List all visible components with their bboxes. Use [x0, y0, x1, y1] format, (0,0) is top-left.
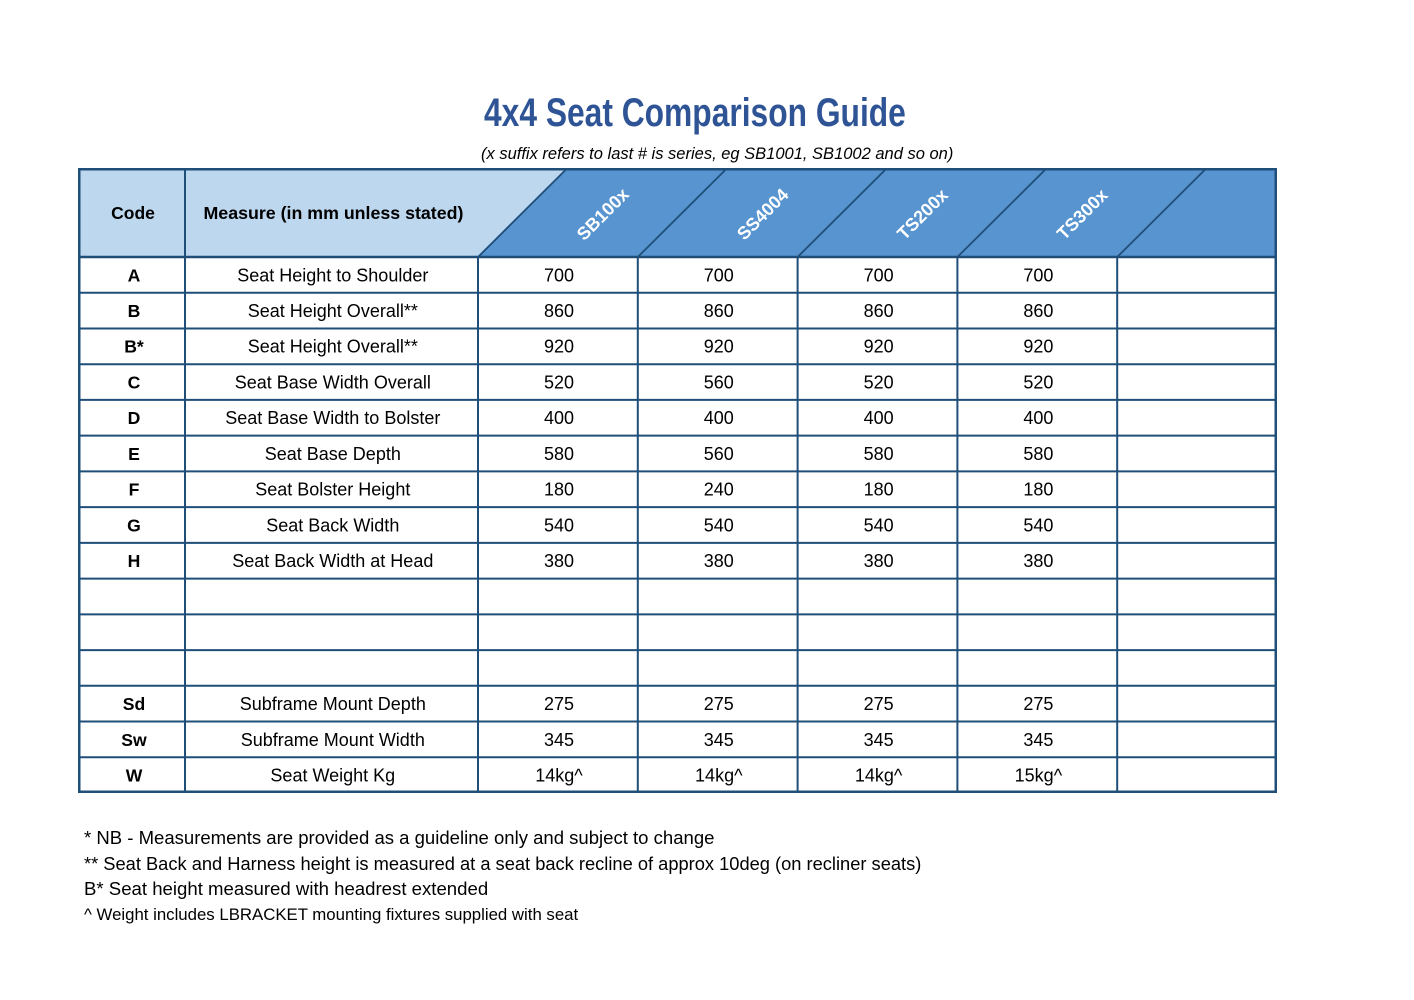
svg-text:275: 275 — [544, 694, 574, 714]
svg-text:Measure (in mm unless stated): Measure (in mm unless stated) — [204, 203, 464, 223]
svg-text:Seat Height Overall**: Seat Height Overall** — [248, 337, 418, 357]
svg-text:520: 520 — [544, 373, 574, 393]
svg-text:180: 180 — [544, 480, 574, 500]
svg-text:345: 345 — [1023, 730, 1053, 750]
svg-text:Seat Weight Kg: Seat Weight Kg — [270, 766, 395, 786]
svg-text:Seat Bolster Height: Seat Bolster Height — [255, 480, 410, 500]
svg-text:540: 540 — [1023, 515, 1053, 535]
svg-text:345: 345 — [704, 730, 734, 750]
svg-text:G: G — [127, 515, 141, 535]
svg-text:Sw: Sw — [121, 730, 147, 750]
svg-text:E: E — [128, 444, 140, 464]
svg-text:540: 540 — [544, 515, 574, 535]
svg-text:275: 275 — [1023, 694, 1053, 714]
svg-text:920: 920 — [864, 337, 894, 357]
svg-text:580: 580 — [1023, 444, 1053, 464]
svg-text:Seat Base Width Overall: Seat Base Width Overall — [235, 373, 431, 393]
svg-text:345: 345 — [864, 730, 894, 750]
svg-text:380: 380 — [704, 551, 734, 571]
svg-text:H: H — [128, 551, 141, 571]
svg-text:275: 275 — [864, 694, 894, 714]
svg-text:380: 380 — [544, 551, 574, 571]
svg-text:920: 920 — [1023, 337, 1053, 357]
svg-text:F: F — [129, 480, 140, 500]
svg-text:W: W — [126, 766, 143, 786]
svg-text:400: 400 — [864, 408, 894, 428]
svg-text:400: 400 — [544, 408, 574, 428]
svg-text:700: 700 — [1023, 265, 1053, 285]
svg-text:Seat Back Width at Head: Seat Back Width at Head — [232, 551, 433, 571]
svg-text:520: 520 — [864, 373, 894, 393]
svg-text:380: 380 — [864, 551, 894, 571]
svg-text:860: 860 — [864, 301, 894, 321]
svg-text:860: 860 — [1023, 301, 1053, 321]
svg-text:14kg^: 14kg^ — [535, 766, 583, 786]
svg-text:860: 860 — [544, 301, 574, 321]
svg-text:Seat Base Depth: Seat Base Depth — [265, 444, 401, 464]
svg-text:700: 700 — [864, 265, 894, 285]
svg-text:15kg^: 15kg^ — [1015, 766, 1063, 786]
svg-text:Subframe Mount Depth: Subframe Mount Depth — [240, 694, 426, 714]
svg-text:700: 700 — [544, 265, 574, 285]
svg-text:240: 240 — [704, 480, 734, 500]
svg-text:Subframe Mount Width: Subframe Mount Width — [241, 730, 425, 750]
svg-text:275: 275 — [704, 694, 734, 714]
svg-text:380: 380 — [1023, 551, 1053, 571]
svg-text:560: 560 — [704, 373, 734, 393]
svg-text:Seat Height Overall**: Seat Height Overall** — [248, 301, 418, 321]
svg-text:400: 400 — [1023, 408, 1053, 428]
svg-text:180: 180 — [864, 480, 894, 500]
svg-text:Seat Back Width: Seat Back Width — [266, 515, 399, 535]
svg-text:540: 540 — [704, 515, 734, 535]
svg-text:560: 560 — [704, 444, 734, 464]
svg-text:Code: Code — [111, 203, 155, 223]
svg-text:580: 580 — [544, 444, 574, 464]
svg-text:Seat Height to Shoulder: Seat Height to Shoulder — [237, 265, 428, 285]
svg-text:700: 700 — [704, 265, 734, 285]
svg-text:A: A — [128, 265, 141, 285]
svg-text:540: 540 — [864, 515, 894, 535]
svg-text:14kg^: 14kg^ — [855, 766, 903, 786]
svg-text:B: B — [128, 301, 141, 321]
svg-text:400: 400 — [704, 408, 734, 428]
svg-text:Seat Base Width to Bolster: Seat Base Width to Bolster — [225, 408, 440, 428]
svg-text:C: C — [128, 373, 141, 393]
svg-text:Sd: Sd — [123, 694, 145, 714]
svg-text:14kg^: 14kg^ — [695, 766, 743, 786]
svg-text:860: 860 — [704, 301, 734, 321]
svg-text:520: 520 — [1023, 373, 1053, 393]
svg-text:B*: B* — [124, 337, 144, 357]
svg-text:D: D — [128, 408, 141, 428]
svg-text:920: 920 — [544, 337, 574, 357]
svg-text:345: 345 — [544, 730, 574, 750]
svg-text:580: 580 — [864, 444, 894, 464]
svg-text:180: 180 — [1023, 480, 1053, 500]
svg-text:920: 920 — [704, 337, 734, 357]
